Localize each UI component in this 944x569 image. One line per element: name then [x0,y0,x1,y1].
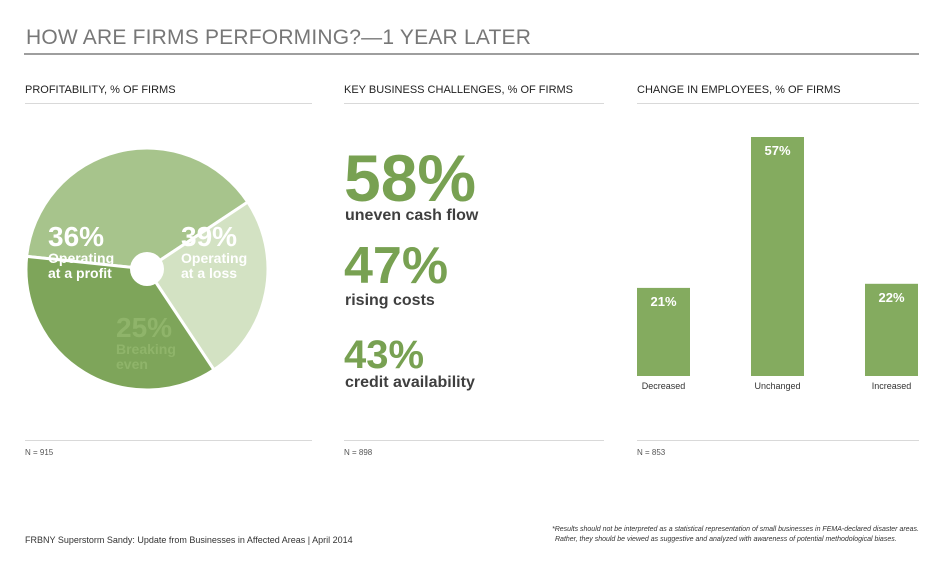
bar-value-decreased: 21% [650,294,676,309]
profitability-rule [25,103,312,104]
pie-text-profit-2: at a profit [48,265,112,282]
disclaimer: *Results should not be interpreted as a … [552,525,927,545]
employees-bar-chart: 21% Decreased 57% Unchanged 22% Increased [637,137,918,391]
disclaimer-line-1: *Results should not be interpreted as a … [552,526,919,533]
pie-pct-loss: 39% [181,221,238,252]
x-tick-decreased: Decreased [642,381,686,391]
employees-title: CHANGE IN EMPLOYEES, % OF FIRMS [637,84,841,96]
pie-slice-profit [24,254,217,392]
x-tick-unchanged: Unchanged [754,381,800,391]
bar-value-increased: 22% [878,290,904,305]
bar-increased [865,283,918,376]
employees-bottom-rule [637,440,919,441]
profitability-bottom-rule [25,440,312,441]
employees-n: N = 853 [637,448,666,457]
pie-label-loss: 39% Operating at a loss [181,222,247,281]
challenges-n: N = 898 [344,448,373,457]
pie-center-hole [130,252,164,286]
page-title: HOW ARE FIRMS PERFORMING?—1 YEAR LATER [26,26,532,49]
profitability-n: N = 915 [25,448,54,457]
x-tick-increased: Increased [872,381,912,391]
disclaimer-line-2: Rather, they should be viewed as suggest… [555,535,897,543]
footer-source: FRBNY Superstorm Sandy: Update from Busi… [25,535,353,545]
pie-text-loss-1: Operating [181,250,248,267]
profitability-title: PROFITABILITY, % OF FIRMS [25,84,176,96]
challenge-pct-cash-flow: 58% [344,141,477,215]
pie-text-profit-1: Operating [48,250,115,267]
pie-slice-even [144,199,270,372]
pie-text-loss-2: at a loss [181,265,238,282]
pie-text-even-2: even [116,356,148,373]
employees-rule [637,103,919,104]
bar-value-unchanged: 57% [764,143,790,158]
challenge-pct-credit: 43% [344,333,425,377]
challenges-rule [344,103,604,104]
pie-pct-profit: 36% [48,221,105,252]
challenge-label-credit: credit availability [345,374,475,391]
bar-decreased [637,287,690,376]
challenge-pct-costs: 47% [344,237,449,295]
profitability-pie [24,146,270,392]
title-divider [24,53,919,55]
challenge-label-costs: rising costs [345,292,435,309]
pie-text-even-1: Breaking [116,341,176,358]
bar-unchanged [751,137,804,376]
challenges-bottom-rule [344,440,604,441]
pie-label-even: 25% Breaking even [116,313,176,372]
challenge-label-cash-flow: uneven cash flow [345,207,479,224]
pie-label-profit: 36% Operating at a profit [48,222,114,281]
pie-pct-even: 25% [116,312,173,343]
challenges-title: KEY BUSINESS CHALLENGES, % OF FIRMS [344,84,574,96]
